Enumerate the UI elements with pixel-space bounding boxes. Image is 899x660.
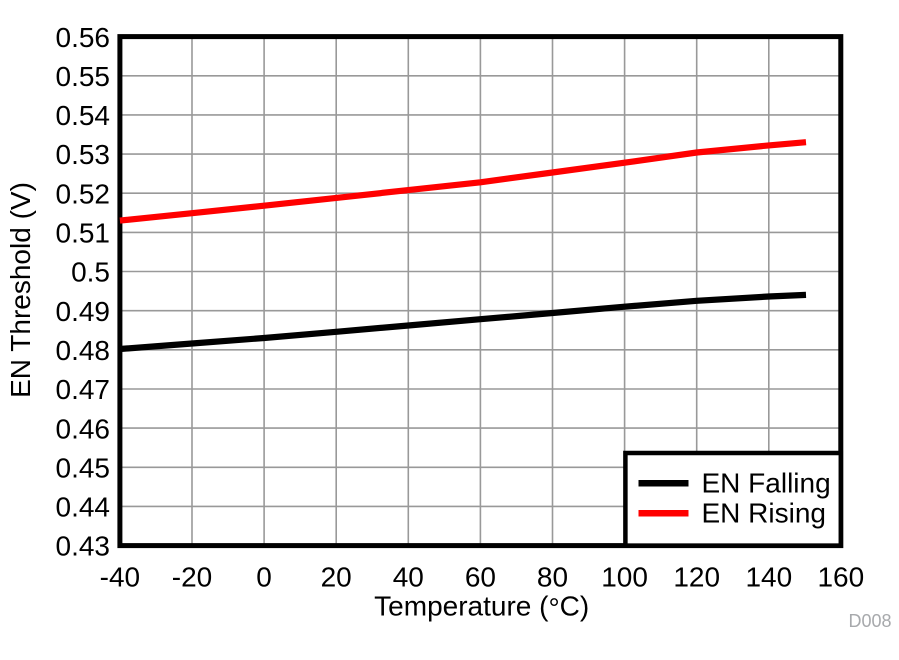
svg-text:60: 60: [465, 562, 496, 593]
svg-text:0: 0: [256, 562, 272, 593]
svg-text:120: 120: [673, 562, 720, 593]
svg-text:0.48: 0.48: [56, 335, 111, 366]
svg-text:0.45: 0.45: [56, 452, 111, 483]
svg-text:0.44: 0.44: [56, 492, 111, 523]
svg-text:Temperature (°C): Temperature (°C): [374, 591, 589, 624]
svg-text:80: 80: [537, 562, 568, 593]
svg-text:100: 100: [601, 562, 648, 593]
svg-text:160: 160: [817, 562, 864, 593]
svg-text:EN Threshold (V): EN Threshold (V): [5, 182, 36, 398]
svg-text:D008: D008: [848, 611, 891, 631]
svg-text:0.49: 0.49: [56, 296, 111, 327]
svg-text:40: 40: [393, 562, 424, 593]
svg-text:20: 20: [321, 562, 352, 593]
svg-text:-40: -40: [100, 562, 140, 593]
svg-text:0.46: 0.46: [56, 413, 111, 444]
svg-text:0.47: 0.47: [56, 374, 111, 405]
svg-text:140: 140: [745, 562, 792, 593]
svg-text:0.51: 0.51: [56, 218, 111, 249]
svg-text:0.56: 0.56: [56, 22, 111, 53]
svg-text:EN Falling: EN Falling: [702, 468, 831, 499]
svg-text:0.43: 0.43: [56, 531, 111, 562]
svg-text:0.5: 0.5: [71, 257, 110, 288]
svg-text:EN Rising: EN Rising: [702, 498, 826, 529]
svg-text:0.55: 0.55: [56, 61, 111, 92]
svg-text:0.54: 0.54: [56, 100, 111, 131]
svg-text:-20: -20: [172, 562, 212, 593]
svg-text:0.52: 0.52: [56, 178, 111, 209]
svg-text:0.53: 0.53: [56, 139, 111, 170]
